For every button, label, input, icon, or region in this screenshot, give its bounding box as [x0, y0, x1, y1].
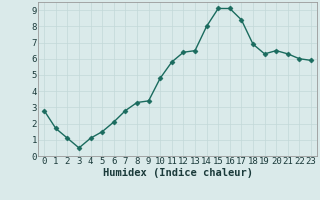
- X-axis label: Humidex (Indice chaleur): Humidex (Indice chaleur): [103, 168, 252, 178]
